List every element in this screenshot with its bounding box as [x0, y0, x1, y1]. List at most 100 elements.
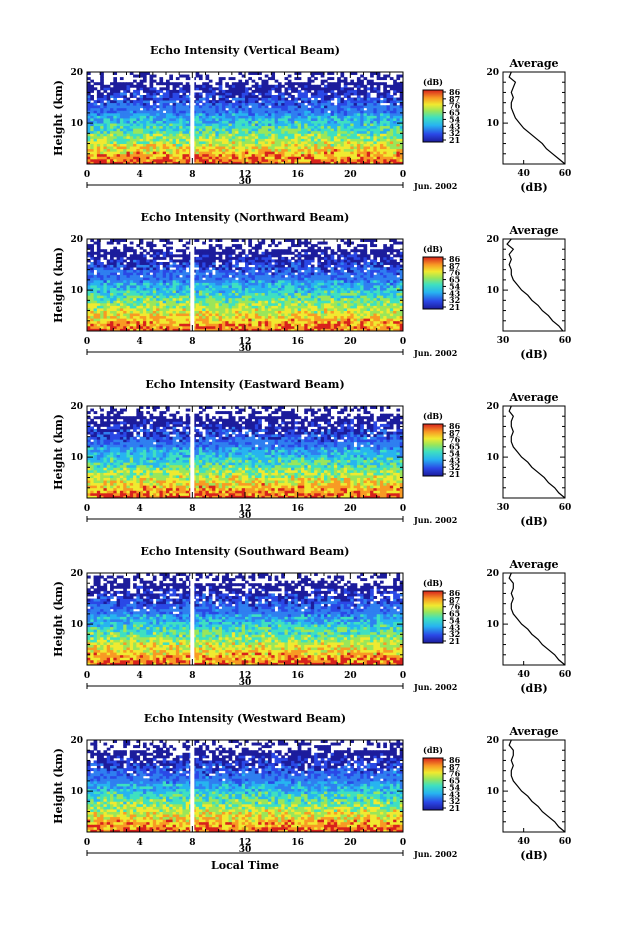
heatmap-cells — [87, 573, 404, 666]
y-tick-label: 20 — [70, 569, 83, 579]
panel-title: Echo Intensity (Northward Beam) — [141, 211, 350, 224]
average-profile: Average 10 20 30 60 (dB) — [486, 391, 571, 528]
y-tick-label: 10 — [70, 453, 83, 463]
profile-line — [508, 572, 566, 666]
colorbar-tick: 32 — [449, 295, 460, 305]
heatmap-cells — [87, 72, 404, 165]
y-axis-label: Height (km) — [52, 80, 65, 156]
date-label: 30 — [239, 511, 252, 521]
profile-x-tick: 60 — [559, 837, 572, 847]
profile-x-tick: 40 — [517, 837, 530, 847]
profile-y-tick: 10 — [486, 286, 499, 296]
panel-2: Echo Intensity (Northward Beam) 10 20 Heigh… — [52, 211, 571, 361]
panel-title: Echo Intensity (Eastward Beam) — [145, 378, 344, 391]
date-label: 30 — [239, 177, 252, 187]
colorbar-tick: 86 — [449, 254, 461, 264]
colorbar-tick: 87 — [449, 94, 460, 104]
profile-y-tick: 20 — [486, 736, 499, 746]
x-tick-label: 12 — [239, 504, 252, 514]
profile-y-tick: 10 — [486, 787, 499, 797]
colorbar-tick: 21 — [449, 135, 460, 145]
heatmap-cells — [87, 239, 404, 332]
colorbar-unit: (dB) — [423, 578, 443, 588]
colorbar-tick: 21 — [449, 302, 460, 312]
colorbar-tick: 54 — [449, 782, 461, 792]
x-tick-label: 0 — [84, 838, 90, 848]
x-tick-label: 4 — [137, 337, 143, 347]
x-tick-label: 4 — [137, 671, 143, 681]
y-axis-label: Height (km) — [52, 247, 65, 323]
profile-y-tick: 10 — [486, 119, 499, 129]
x-tick-label: 0 — [400, 504, 406, 514]
profile-y-tick: 10 — [486, 620, 499, 630]
colorbar-gradient — [422, 590, 444, 644]
profile-x-tick: 60 — [559, 670, 572, 680]
profile-x-tick: 40 — [517, 169, 530, 179]
profile-x-tick: 60 — [559, 503, 572, 513]
y-axis-label: Height (km) — [52, 414, 65, 490]
colorbar-unit: (dB) — [423, 244, 443, 254]
y-tick-label: 20 — [70, 235, 83, 245]
colorbar-tick: 65 — [449, 776, 460, 786]
month-label: Jun. 2002 — [413, 515, 457, 525]
colorbar-tick: 54 — [449, 281, 461, 291]
y-tick-label: 10 — [70, 119, 83, 129]
x-tick-label: 16 — [291, 170, 304, 180]
profile-x-label: (dB) — [520, 515, 547, 528]
heatmap-cells — [87, 740, 404, 833]
colorbar-tick: 76 — [449, 435, 461, 445]
profile-y-tick: 10 — [486, 453, 499, 463]
colorbar-tick: 54 — [449, 615, 461, 625]
x-tick-label: 0 — [400, 671, 406, 681]
panel-1: Echo Intensity (Vertical Beam) 10 20 Height… — [52, 44, 571, 194]
colorbar-tick: 54 — [449, 448, 461, 458]
y-tick-label: 20 — [70, 736, 83, 746]
profile-line — [506, 238, 564, 332]
x-tick-label: 0 — [400, 337, 406, 347]
profile-y-tick: 20 — [486, 402, 499, 412]
colorbar-unit: (dB) — [423, 745, 443, 755]
profile-frame — [502, 739, 566, 833]
x-tick-label: 8 — [189, 170, 195, 180]
panel-3: Echo Intensity (Eastward Beam) 10 20 Height… — [52, 378, 571, 528]
profile-x-label: (dB) — [520, 348, 547, 361]
x-tick-label: 20 — [344, 671, 357, 681]
data-gap — [190, 239, 195, 331]
colorbar-tick: 43 — [449, 622, 461, 632]
colorbar-tick: 21 — [449, 636, 460, 646]
data-gap — [190, 72, 195, 164]
panel-5: Echo Intensity (Westward Beam) 10 20 Height… — [52, 712, 571, 872]
date-label: 30 — [239, 678, 252, 688]
profile-x-label: (dB) — [520, 682, 547, 695]
x-tick-label: 8 — [189, 671, 195, 681]
y-axis-label: Height (km) — [52, 748, 65, 824]
colorbar-tick: 87 — [449, 428, 460, 438]
profile-line — [508, 405, 566, 499]
date-label: 30 — [239, 344, 252, 354]
colorbar-tick: 76 — [449, 602, 461, 612]
colorbar-tick: 86 — [449, 421, 461, 431]
data-gap — [190, 740, 195, 832]
colorbar-tick: 65 — [449, 442, 460, 452]
average-profile: Average 10 20 40 60 (dB) — [486, 558, 571, 695]
x-tick-label: 8 — [189, 838, 195, 848]
colorbar-tick: 87 — [449, 261, 460, 271]
profile-x-tick: 40 — [517, 670, 530, 680]
profile-x-label: (dB) — [520, 849, 547, 862]
colorbar-tick: 32 — [449, 796, 460, 806]
x-tick-label: 12 — [239, 671, 252, 681]
date-label: 30 — [239, 845, 252, 855]
x-tick-label: 8 — [189, 337, 195, 347]
colorbar-tick: 65 — [449, 275, 460, 285]
x-tick-label: 4 — [137, 838, 143, 848]
profile-y-tick: 20 — [486, 235, 499, 245]
average-profile: Average 10 20 30 60 (dB) — [486, 224, 571, 361]
colorbar-gradient — [422, 757, 444, 811]
data-gap — [190, 573, 195, 665]
month-label: Jun. 2002 — [413, 181, 457, 191]
x-tick-label: 0 — [400, 170, 406, 180]
profile-frame — [502, 238, 566, 332]
